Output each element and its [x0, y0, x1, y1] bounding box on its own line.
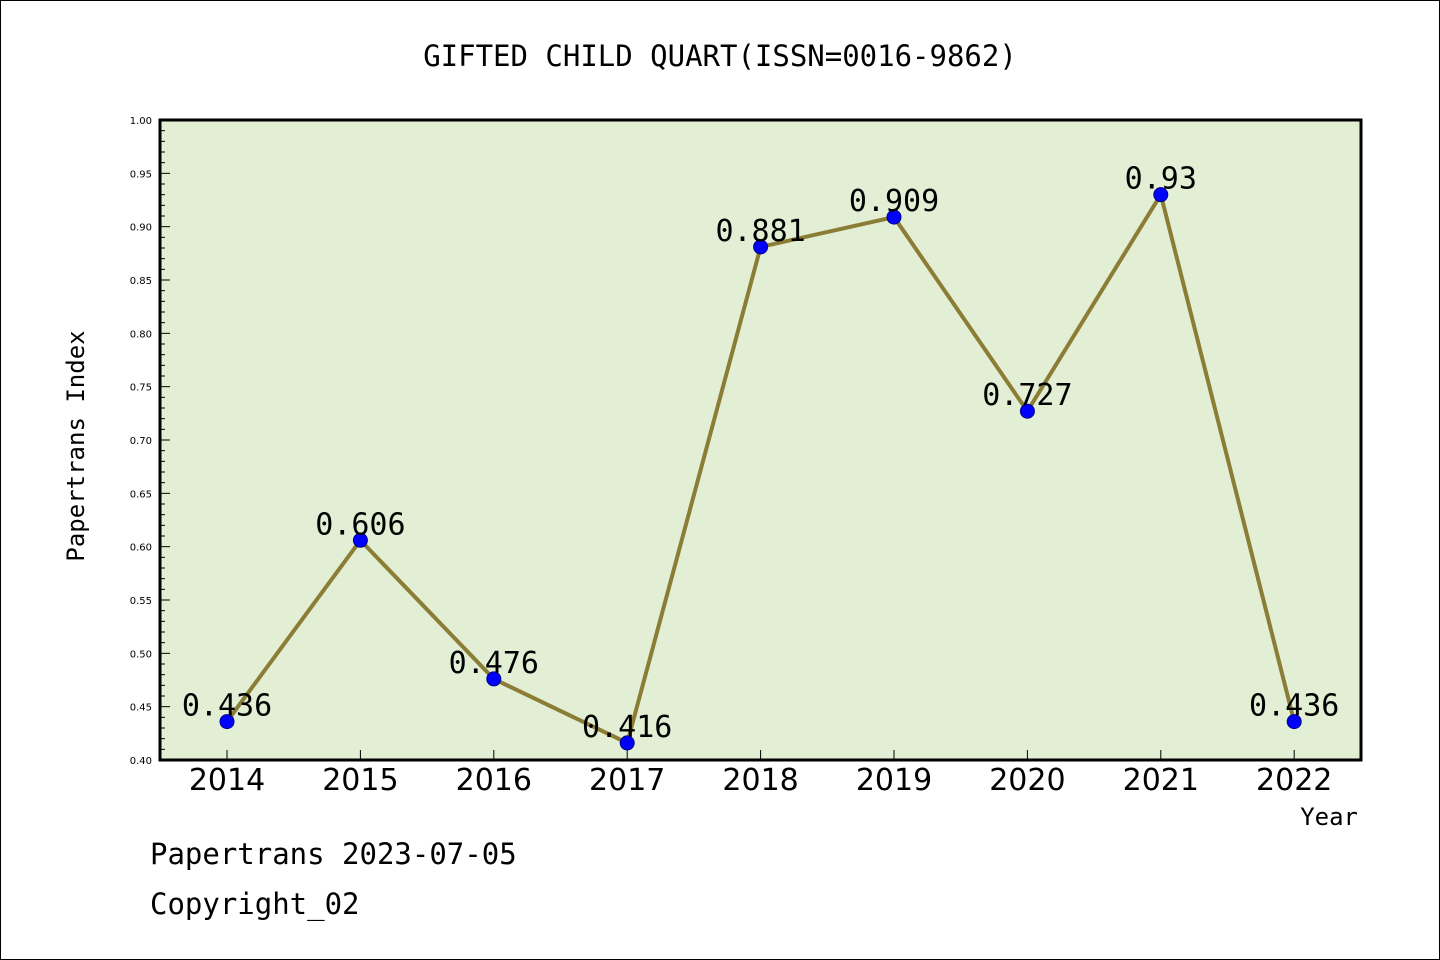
y-axis: 0.40 0.45 0.50 0.55 0.60 0.65 0.70 0.75 0.80 0.85…: [130, 116, 170, 767]
x-tick-label: 2015: [322, 763, 398, 798]
data-label: 0.436: [182, 689, 272, 724]
y-tick-label: 0.90: [130, 223, 152, 234]
data-label: 0.93: [1125, 162, 1197, 197]
y-tick-label: 0.80: [130, 329, 152, 340]
data-point: [619, 735, 635, 751]
x-axis: 2014 2015 2016 2017 2018 2019 2020 2021 2022: [189, 750, 1332, 798]
y-tick-label: 1.00: [130, 116, 152, 127]
x-tick-label: 2022: [1256, 763, 1332, 798]
x-axis-label: Year: [1300, 803, 1358, 831]
y-tick-label: 0.65: [130, 489, 152, 500]
y-tick-label: 0.45: [130, 703, 152, 714]
plot-area: [160, 120, 1361, 760]
data-label: 0.881: [715, 214, 805, 249]
x-tick-label: 2021: [1123, 763, 1199, 798]
data-label: 0.606: [315, 507, 405, 542]
y-tick-label: 0.75: [130, 383, 152, 394]
y-tick-label: 0.55: [130, 596, 152, 607]
data-point: [352, 532, 368, 548]
y-axis-label: Papertrans Index: [62, 330, 90, 561]
data-point: [486, 671, 502, 687]
data-points: [219, 187, 1302, 751]
data-label: 0.476: [449, 646, 539, 681]
data-point: [1019, 403, 1035, 419]
x-tick-label: 2016: [456, 763, 532, 798]
data-point: [219, 714, 235, 730]
y-tick-label: 0.40: [130, 756, 152, 767]
plot-border: [158, 118, 1363, 762]
x-tick-label: 2014: [189, 763, 265, 798]
data-point: [1286, 714, 1302, 730]
data-point: [1153, 187, 1169, 203]
y-tick-label: 0.60: [130, 543, 152, 554]
data-labels: 0.436 0.606 0.476 0.416 0.881 0.909 0.727 0.93 0…: [182, 162, 1340, 745]
y-tick-label: 0.50: [130, 649, 152, 660]
y-tick-label: 0.95: [130, 169, 152, 180]
data-label: 0.436: [1249, 689, 1339, 724]
y-tick-label: 0.70: [130, 436, 152, 447]
data-label: 0.909: [849, 184, 939, 219]
data-label: 0.416: [582, 710, 672, 745]
data-point: [886, 209, 902, 225]
data-label: 0.727: [982, 378, 1072, 413]
x-tick-label: 2020: [989, 763, 1065, 798]
chart-title: GIFTED CHILD QUART(ISSN=0016-9862): [423, 39, 1017, 73]
x-tick-label: 2019: [856, 763, 932, 798]
x-tick-label: 2017: [589, 763, 665, 798]
x-tick-label: 2018: [722, 763, 798, 798]
data-point: [753, 239, 769, 255]
y-tick-label: 0.85: [130, 276, 152, 287]
footer-copyright: Copyright_02: [150, 887, 360, 922]
footer-date: Papertrans 2023-07-05: [150, 837, 517, 871]
